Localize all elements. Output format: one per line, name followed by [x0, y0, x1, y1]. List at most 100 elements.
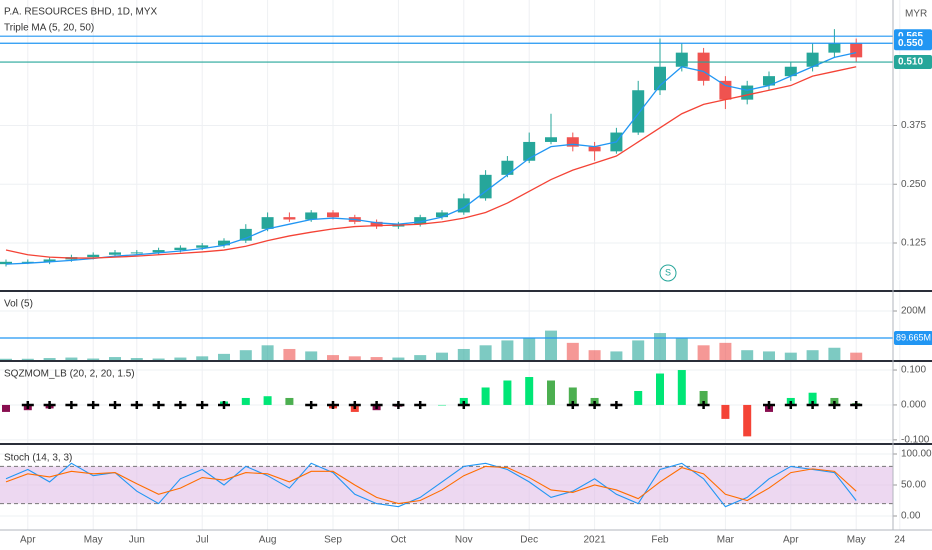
y-tick-label: 0.250 — [901, 179, 926, 190]
momentum-bar — [241, 397, 250, 405]
momentum-bar — [2, 404, 10, 412]
candle-body — [784, 66, 797, 77]
x-tick-label: Apr — [20, 535, 36, 546]
squeeze-cross — [588, 400, 601, 409]
squeeze-cross — [65, 400, 78, 409]
y-tick-label: -0.100 — [901, 434, 930, 445]
volume-bar — [130, 358, 143, 360]
volume-bar — [741, 350, 754, 360]
volume-bar — [632, 340, 645, 360]
y-tick-label: 0.125 — [901, 238, 926, 249]
squeeze-cross — [370, 400, 383, 409]
squeeze-cross — [174, 400, 187, 409]
volume-bar — [392, 357, 405, 360]
squeeze-cross — [327, 400, 339, 409]
x-tick-label: Aug — [259, 535, 277, 546]
momentum-bar — [285, 397, 294, 405]
x-tick-label: Mar — [717, 535, 735, 546]
volume-bar — [196, 356, 209, 360]
series-line — [5, 66, 857, 259]
volume-bar — [65, 357, 78, 360]
x-tick-label: Sep — [324, 535, 342, 546]
candle-body — [305, 212, 318, 220]
candle-body — [261, 217, 274, 229]
squeeze-cross — [130, 400, 143, 409]
stoch-band — [0, 466, 893, 504]
squeeze-cross — [87, 400, 100, 409]
x-tick-label: May — [84, 535, 103, 546]
volume-bar — [850, 352, 863, 360]
volume-bar — [828, 347, 841, 360]
price-label-box — [894, 36, 932, 51]
x-tick-label: Nov — [455, 535, 473, 546]
pane-title: Vol (5) — [4, 299, 33, 310]
x-tick-label: Feb — [651, 535, 669, 546]
volume-bar — [239, 350, 252, 360]
volume-bar — [109, 357, 121, 360]
momentum-bar — [481, 387, 490, 405]
candle-body — [130, 252, 143, 254]
volume-bar — [152, 358, 165, 360]
volume-bar — [566, 342, 579, 360]
currency: MYR — [905, 9, 927, 20]
candle-body — [283, 217, 296, 220]
volume-bar — [675, 337, 688, 360]
squeeze-cross — [784, 400, 797, 409]
candle-body — [850, 43, 863, 58]
candle-body — [479, 174, 492, 199]
candle-body — [501, 160, 514, 175]
candle-body — [327, 212, 339, 218]
x-tick-label: Oct — [391, 535, 407, 546]
volume-bar — [501, 340, 514, 360]
squeeze-cross — [392, 400, 405, 409]
candle-body — [21, 261, 34, 263]
volume-bar — [436, 352, 448, 360]
squeeze-cross — [806, 400, 819, 409]
momentum-bar — [634, 390, 643, 405]
candle-body — [654, 66, 666, 91]
volume-bar — [43, 358, 56, 360]
volume-bar — [327, 355, 339, 360]
momentum-bar — [677, 370, 686, 405]
volume-label-box — [894, 331, 932, 346]
volume-bar — [719, 342, 732, 360]
volume-bar — [0, 358, 12, 360]
momentum-bar — [568, 387, 577, 405]
series-line — [5, 465, 857, 505]
pane-title: Stoch (14, 3, 3) — [4, 453, 72, 464]
y-tick-label: 100.00 — [901, 449, 932, 460]
momentum-bar — [547, 380, 555, 405]
candle-body — [239, 228, 252, 241]
momentum-bar — [721, 404, 730, 419]
squeeze-cross — [850, 400, 863, 409]
volume-bar — [697, 345, 710, 360]
y-tick-label: 0.000 — [901, 400, 926, 411]
volume-bar — [523, 337, 536, 360]
volume-bar — [218, 353, 230, 360]
y-tick-label: 0.00 — [901, 511, 921, 522]
volume-bar — [261, 345, 274, 360]
candle-body — [806, 52, 819, 67]
volume-bar — [87, 358, 100, 360]
candle-body — [675, 52, 688, 67]
momentum-bar — [525, 377, 534, 405]
series-line — [5, 462, 857, 508]
price-label-box — [894, 55, 932, 70]
squeeze-cross — [828, 400, 841, 409]
volume-bar — [654, 333, 666, 360]
candle-body — [697, 52, 710, 81]
pane-title: SQZMOM_LB (20, 2, 20, 1.5) — [4, 369, 135, 380]
candle-body — [588, 146, 601, 152]
price-label: 0.550 — [898, 38, 923, 49]
squeeze-cross — [457, 400, 470, 409]
candle-body — [436, 212, 448, 218]
squeeze-cross — [43, 400, 56, 409]
squeeze-cross — [414, 400, 427, 409]
candle-body — [741, 85, 754, 100]
candle-body — [43, 259, 56, 262]
volume-bar — [479, 345, 492, 360]
volume-bar — [283, 348, 296, 360]
x-tick-label: Apr — [783, 535, 799, 546]
momentum-bar — [503, 380, 512, 405]
